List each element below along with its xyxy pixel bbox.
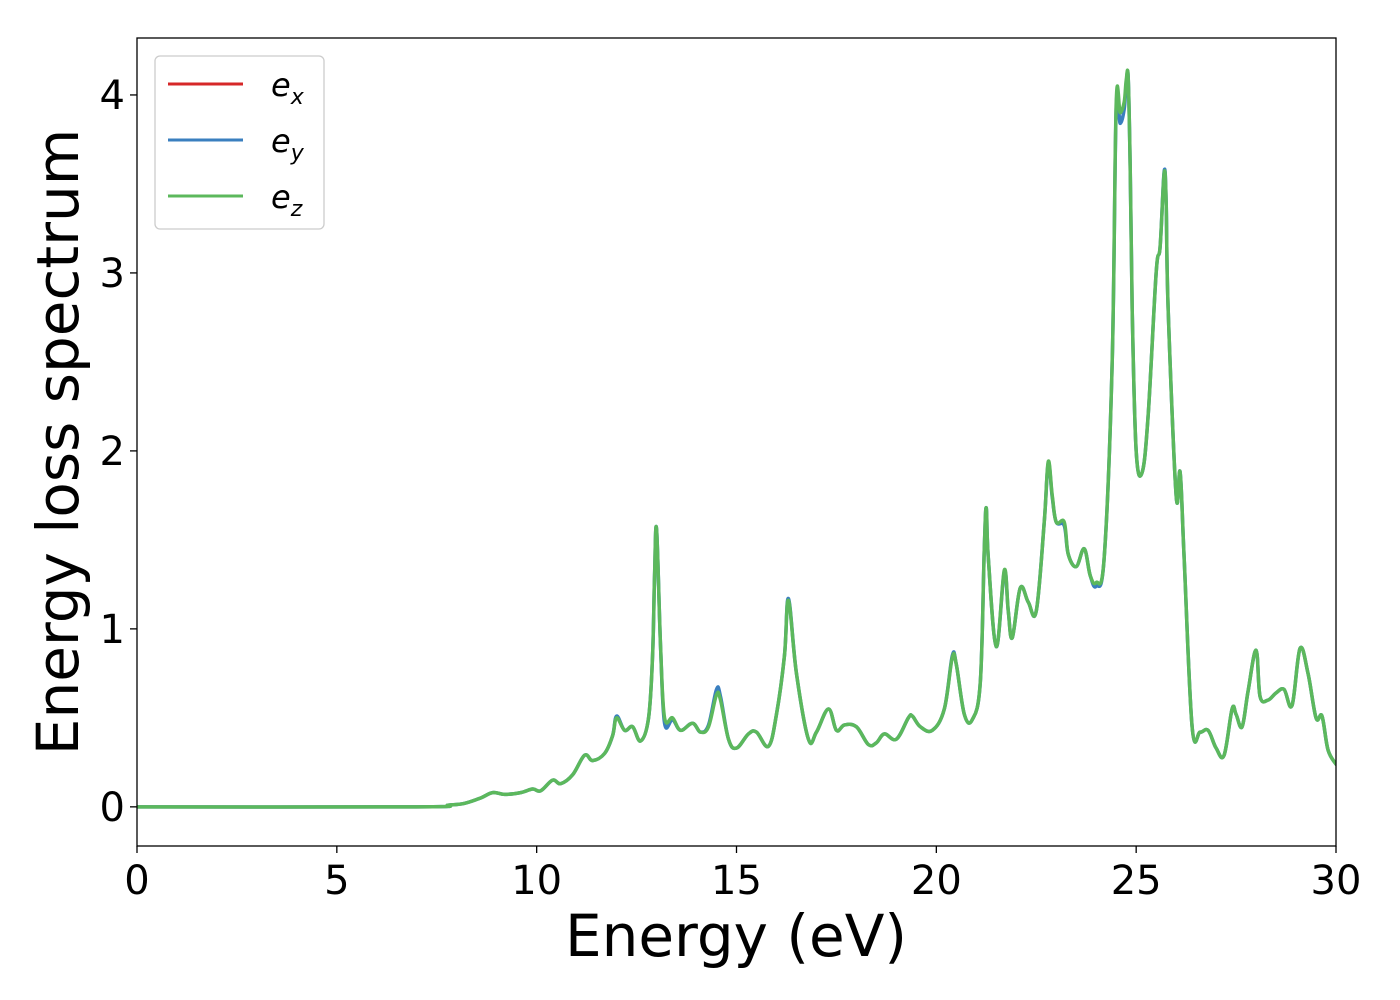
x-tick-label: 25 [1111, 858, 1162, 904]
legend-box [154, 55, 325, 230]
y-tick-label: 0 [100, 785, 125, 831]
y-tick-label: 4 [100, 73, 125, 119]
x-tick-label: 15 [711, 858, 762, 904]
y-tick-label: 1 [100, 607, 125, 653]
x-tick-label: 5 [324, 858, 349, 904]
x-axis-title: Energy (eV) [565, 902, 907, 970]
x-tick-label: 30 [1311, 858, 1362, 904]
x-tick-label: 10 [511, 858, 562, 904]
series-line-ez [137, 68, 1336, 809]
x-tick-label: 20 [911, 858, 962, 904]
series-layer [137, 68, 1336, 809]
y-tick-label: 2 [100, 429, 125, 475]
x-tick-label: 0 [124, 858, 149, 904]
y-axis-title: Energy loss spectrum [24, 129, 92, 755]
legend-label-ey: ey [271, 122, 305, 166]
ticks-layer: 0 5 10 15 20 25 30 0 1 2 3 4 [100, 73, 1362, 904]
y-tick-label: 3 [100, 251, 125, 297]
legend-label-ex: ex [271, 66, 305, 110]
